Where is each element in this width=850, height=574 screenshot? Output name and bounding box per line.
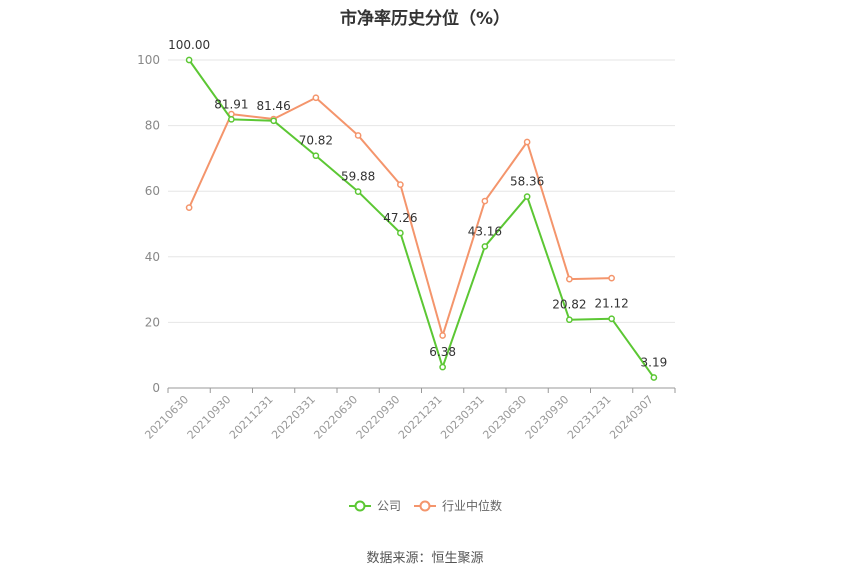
data-label: 58.36 [510,175,544,189]
data-point[interactable] [650,374,658,381]
x-tick-label: 20221231 [396,393,445,442]
legend-industry-median-label[interactable]: 行业中位数 [442,498,502,513]
data-point[interactable] [397,181,404,188]
data-point[interactable] [270,117,277,125]
x-tick-label: 20240307 [607,393,656,442]
data-label: 20.82 [552,298,586,312]
data-point[interactable] [566,275,573,283]
y-tick-label: 100 [137,53,160,67]
data-point[interactable] [185,204,193,211]
x-tick-label: 20220930 [354,393,403,442]
data-point[interactable] [439,363,446,371]
data-point[interactable] [228,115,235,123]
data-point[interactable] [608,315,615,323]
data-point[interactable] [481,243,489,250]
x-tick-label: 20230930 [523,393,572,442]
x-tick-label: 20230630 [480,393,529,442]
data-label: 59.88 [341,170,375,184]
data-point[interactable] [312,94,320,102]
legend-company-marker[interactable] [354,500,366,512]
legend-industry-median-marker[interactable] [419,500,431,512]
data-label: 21.12 [594,297,628,311]
x-tick-label: 20210930 [185,393,234,442]
chart-title: 市净率历史分位（%） [339,9,511,29]
legend-company-label[interactable]: 公司 [377,499,401,513]
data-label: 6.38 [429,345,456,359]
y-tick-label: 60 [145,184,160,198]
x-tick-label: 20231231 [565,393,614,442]
y-tick-label: 20 [145,315,160,329]
y-tick-label: 40 [145,250,160,264]
data-point[interactable] [185,56,193,64]
series-line-company [188,59,655,379]
data-label: 43.16 [468,224,502,238]
data-point[interactable] [397,229,404,237]
data-point[interactable] [439,332,446,339]
data-label: 47.26 [383,211,417,225]
data-label: 70.82 [299,134,333,148]
data-label: 81.91 [214,97,248,111]
data-point[interactable] [566,316,573,324]
data-point[interactable] [608,274,615,282]
data-label: 81.46 [256,99,290,113]
data-point[interactable] [523,138,531,146]
x-tick-label: 20210630 [142,393,191,442]
y-tick-label: 80 [145,119,160,133]
data-source-note: 数据来源：恒生聚源 [366,551,484,566]
x-tick-label: 20220630 [311,393,360,442]
x-tick-label: 20211231 [227,393,276,442]
data-point[interactable] [481,197,489,205]
data-point[interactable] [523,193,531,200]
data-label: 100.00 [168,38,210,52]
data-point[interactable] [354,132,362,139]
data-point[interactable] [354,188,362,195]
data-label: 3.19 [641,356,668,370]
x-tick-label: 20220331 [269,393,318,442]
x-tick-label: 20230331 [438,393,487,442]
data-point[interactable] [312,152,320,160]
y-tick-label: 0 [152,381,160,395]
